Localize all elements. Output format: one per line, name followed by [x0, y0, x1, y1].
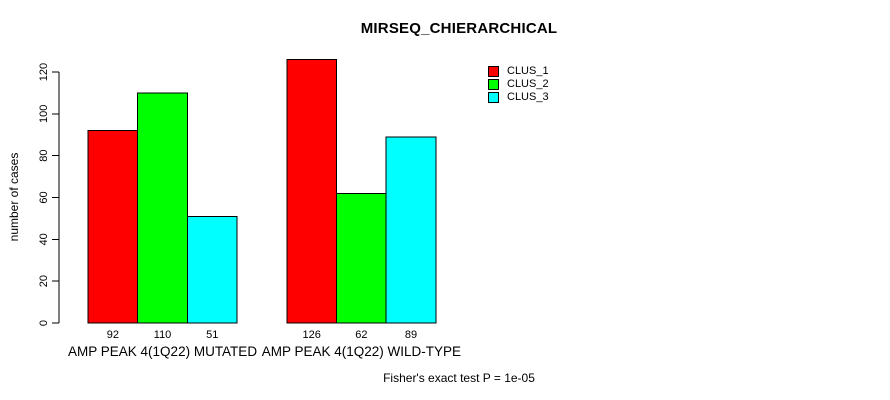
y-axis-tick-label: 20	[38, 275, 50, 287]
chart-title: MIRSEQ_CHIERARCHICAL	[360, 20, 558, 37]
legend-item-clus_3: CLUS_3	[488, 91, 549, 104]
legend: CLUS_1 CLUS_2 CLUS_3	[488, 65, 549, 104]
bar-clus_2-cat1	[336, 192, 387, 324]
bar-value-label: 110	[154, 329, 172, 341]
bar-clus_1-cat1	[286, 58, 337, 324]
y-axis-tick-label: 100	[38, 105, 50, 123]
bar-value-label: 51	[206, 329, 218, 341]
bar-clus_3-cat0	[186, 215, 238, 324]
y-axis-tick-label: 0	[38, 320, 50, 326]
bar-value-label: 62	[355, 329, 367, 341]
legend-label: CLUS_1	[507, 65, 549, 77]
bar-clus_1-cat0	[87, 130, 139, 324]
category-label: AMP PEAK 4(1Q22) WILD-TYPE	[262, 344, 461, 359]
y-axis-tick-label: 80	[38, 150, 50, 162]
bar-value-label: 92	[107, 329, 119, 341]
bar-clus_2-cat0	[137, 92, 188, 324]
legend-item-clus_2: CLUS_2	[488, 78, 549, 91]
y-axis-tick-label: 120	[38, 63, 50, 81]
y-axis-tick-label: 60	[38, 191, 50, 203]
legend-label: CLUS_2	[507, 78, 549, 90]
bar-clus_3-cat1	[385, 136, 437, 324]
bar-value-label: 126	[302, 329, 320, 341]
bar-value-label: 89	[405, 329, 417, 341]
legend-swatch	[488, 66, 499, 77]
category-label: AMP PEAK 4(1Q22) MUTATED	[68, 344, 257, 359]
annotation-text: Fisher's exact test P = 1e-05	[383, 371, 535, 385]
legend-swatch	[488, 79, 499, 90]
legend-item-clus_1: CLUS_1	[488, 65, 549, 78]
legend-swatch	[488, 92, 499, 103]
y-axis-tick-label: 40	[38, 233, 50, 245]
legend-label: CLUS_3	[507, 91, 549, 103]
